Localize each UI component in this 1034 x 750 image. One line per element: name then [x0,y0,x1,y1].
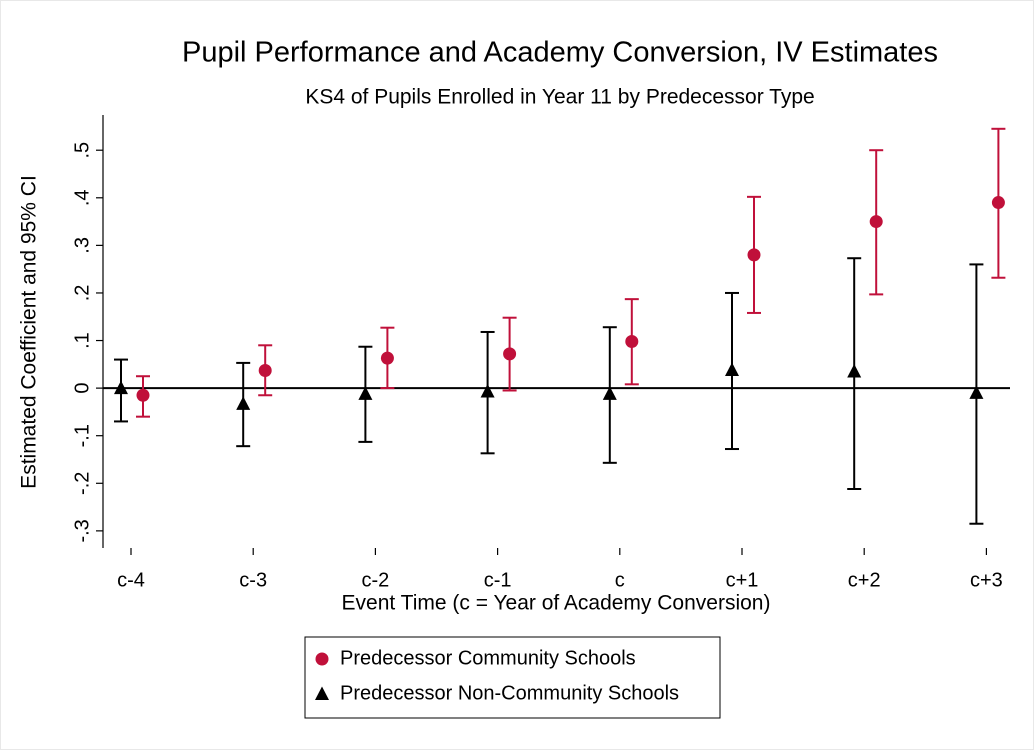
y-tick-label: -.1 [71,424,93,447]
point [969,385,984,399]
legend-marker [315,686,329,700]
point [869,215,883,229]
x-tick-label: c-2 [362,569,390,591]
y-tick-label: -.3 [71,519,93,542]
x-tick-label: c+2 [848,569,881,591]
x-tick-label: c+1 [726,569,759,591]
chart-title: Pupil Performance and Academy Conversion… [182,37,938,69]
point [747,248,761,262]
x-tick-label: c-3 [239,569,267,591]
y-tick-label: .5 [71,142,93,159]
y-tick-label: .2 [71,285,93,302]
chart-subtitle: KS4 of Pupils Enrolled in Year 11 by Pre… [305,86,814,109]
x-axis-title: Event Time (c = Year of Academy Conversi… [342,592,771,615]
x-tick-label: c [615,569,625,591]
legend-label: Predecessor Community Schools [340,647,636,669]
point [725,362,739,377]
point [991,196,1005,210]
point [114,380,128,395]
legend-label: Predecessor Non-Community Schools [340,682,679,704]
y-tick-label: 0 [71,383,93,394]
point [480,383,495,398]
point [136,388,150,402]
y-tick-label: .1 [71,332,93,349]
point [258,364,272,378]
legend-box [304,636,721,719]
y-tick-label: .3 [71,237,93,254]
x-tick-label: c+3 [970,569,1003,591]
y-tick-label: .4 [71,189,93,206]
y-tick-label: -.2 [71,472,93,495]
point [236,396,251,410]
point [358,386,373,400]
x-tick-label: c-4 [117,569,145,591]
legend-marker [315,652,329,666]
point [503,347,517,361]
point [380,351,394,365]
y-axis-title: Estimated Coefficient and 95% CI [18,175,41,489]
x-tick-label: c-1 [484,569,512,591]
point [602,386,617,400]
point [847,363,862,378]
point [625,334,639,348]
